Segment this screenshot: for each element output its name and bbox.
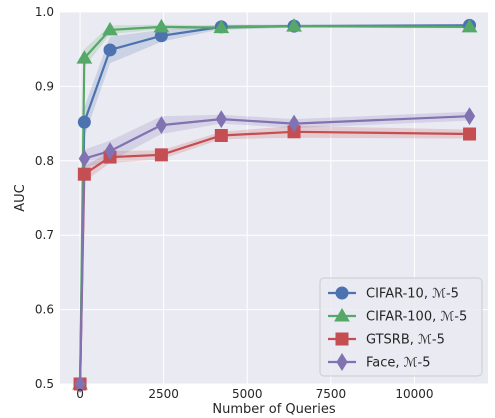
point-series-3 [78, 149, 90, 168]
x-tick-label: 0 [76, 387, 84, 401]
point-series-0 [77, 115, 91, 129]
y-axis-ticks: 0.5 0.6 0.7 0.8 0.9 1.0 [35, 5, 54, 391]
point-series-1 [102, 21, 118, 36]
legend-entry: CIFAR-10, ℳ-5 [366, 287, 459, 302]
point-series-3 [104, 142, 116, 161]
x-tick-label: 2500 [148, 387, 179, 401]
point-series-1 [153, 18, 170, 33]
x-axis-ticks: 0 2500 5000 7500 10000 [76, 387, 433, 401]
point-series-3 [155, 116, 167, 135]
point-series-3 [463, 107, 476, 126]
legend-marker [335, 332, 349, 346]
y-tick-label: 1.0 [35, 5, 54, 19]
point-series-1 [461, 18, 478, 33]
legend-marker [334, 308, 350, 322]
y-tick-label: 0.8 [35, 154, 54, 168]
x-axis-label: Number of Queries [212, 402, 335, 417]
legend-marker [335, 286, 349, 300]
y-tick-label: 0.7 [35, 228, 54, 242]
point-series-1 [286, 18, 302, 32]
series-markers [72, 18, 478, 393]
x-tick-label: 5000 [232, 387, 263, 401]
x-tick-label: 10000 [395, 387, 433, 401]
point-series-2 [77, 167, 91, 181]
point-series-2 [463, 127, 477, 141]
band-series-2 [80, 125, 470, 385]
point-series-2 [214, 129, 228, 143]
legend-entry: CIFAR-100, ℳ-5 [366, 310, 467, 325]
point-series-1 [76, 50, 93, 64]
point-series-0 [103, 43, 117, 57]
legend: CIFAR-10, ℳ-5 CIFAR-100, ℳ-5 GTSRB, ℳ-5 Fac… [319, 277, 483, 377]
point-series-3 [215, 110, 227, 129]
y-tick-label: 0.6 [35, 303, 54, 317]
y-axis-label: AUC [13, 184, 28, 212]
y-tick-label: 0.9 [35, 79, 54, 93]
confidence-bands [80, 23, 470, 385]
legend-entry: Face, ℳ-5 [366, 356, 431, 371]
x-tick-label: 7500 [316, 387, 347, 401]
legend-box [319, 277, 483, 377]
legend-marker [336, 353, 348, 371]
point-series-3 [288, 114, 300, 133]
band-series-3 [80, 111, 470, 384]
grid-lines [60, 11, 488, 385]
point-series-2 [154, 148, 168, 162]
point-series-3 [74, 375, 86, 393]
legend-entry: GTSRB, ℳ-5 [366, 333, 445, 348]
point-series-1 [213, 19, 230, 34]
y-tick-label: 0.5 [35, 377, 54, 391]
